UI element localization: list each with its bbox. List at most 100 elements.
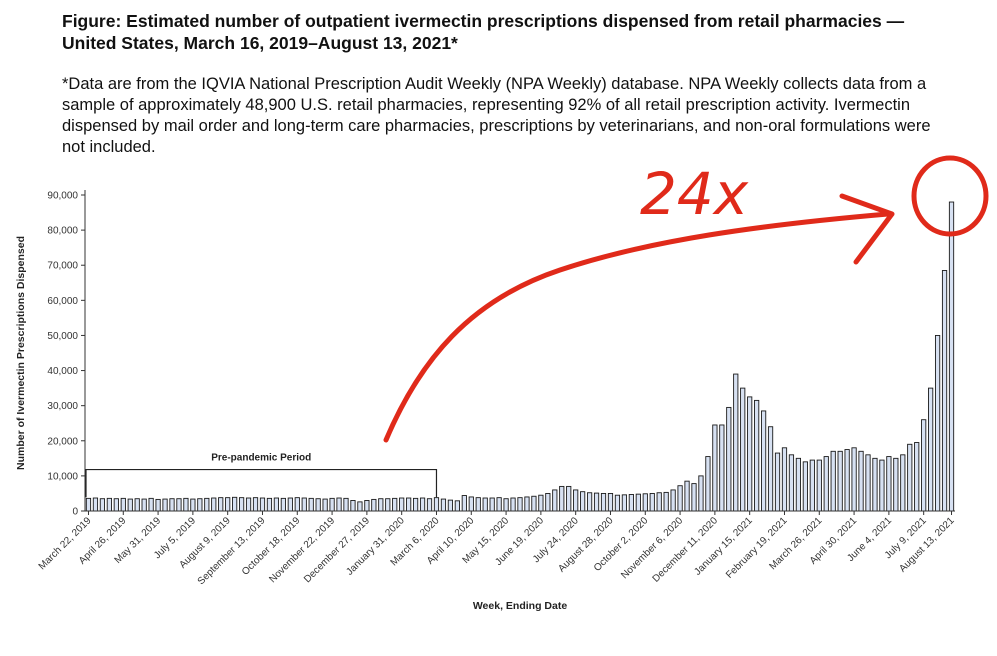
bar [503, 498, 509, 512]
x-tick-label: February 19, 2021 [724, 515, 790, 581]
bar [447, 499, 454, 512]
bar [573, 489, 579, 512]
bar [183, 497, 189, 512]
bar [642, 493, 648, 512]
bar [204, 497, 210, 512]
bar [677, 485, 683, 512]
bar [879, 459, 885, 512]
bar [705, 456, 711, 512]
bar [106, 497, 112, 512]
bar [308, 497, 314, 512]
bar [371, 498, 377, 512]
bar [392, 497, 398, 512]
bar [238, 497, 245, 512]
bar [593, 492, 600, 512]
bar [774, 452, 781, 512]
bar [712, 424, 718, 512]
bar [809, 459, 815, 512]
bar [586, 492, 593, 512]
bar [92, 497, 99, 512]
bar [823, 456, 829, 512]
bar [273, 497, 280, 512]
bar [287, 497, 293, 512]
bar [113, 498, 119, 512]
bar [406, 497, 412, 512]
bar [496, 497, 502, 512]
bar-series [85, 201, 955, 512]
x-tick-label: September 13, 2019 [196, 515, 268, 587]
bar [719, 424, 725, 512]
bar [419, 497, 426, 512]
bar [607, 492, 614, 512]
bar [754, 399, 760, 512]
bar [350, 500, 356, 512]
bar [99, 498, 106, 512]
bar [740, 387, 746, 512]
bar [134, 498, 140, 512]
bar [858, 450, 864, 512]
y-tick-label: 30,000 [47, 401, 78, 412]
bar [934, 334, 941, 512]
bar [482, 497, 488, 512]
y-tick-label: 10,000 [47, 471, 78, 482]
bar [600, 492, 607, 512]
bar [517, 497, 523, 512]
pre-pandemic-period-bracket: Pre-pandemic Period [85, 453, 438, 498]
bar [343, 497, 349, 512]
bar [468, 496, 474, 512]
bar [649, 492, 655, 512]
bar [921, 419, 927, 512]
annotation-arrowhead [839, 193, 895, 265]
bar [816, 459, 822, 512]
bar [412, 497, 419, 512]
bar [844, 449, 850, 512]
bar [176, 498, 182, 512]
y-axis-title: Number of Ivermectin Prescriptions Dispe… [15, 236, 27, 470]
bar [322, 498, 328, 512]
bar [733, 373, 739, 512]
bar [399, 497, 405, 512]
bar [148, 497, 154, 512]
bar [656, 492, 662, 512]
bar [190, 498, 196, 512]
bar [294, 497, 300, 512]
bar [197, 498, 203, 512]
bar [781, 447, 788, 512]
bar [663, 491, 669, 512]
bar [524, 496, 530, 512]
bar [85, 497, 92, 512]
red-handwritten-annotation: 24x [383, 155, 989, 443]
x-tick-label: December 27, 2019 [302, 515, 372, 585]
bar [747, 396, 753, 512]
bar [795, 457, 802, 512]
figure-title: Figure: Estimated number of outpatient i… [62, 11, 905, 53]
bar [914, 442, 920, 512]
bar [788, 454, 795, 512]
bar [232, 496, 238, 512]
bar [566, 485, 572, 512]
bar [900, 454, 906, 512]
y-tick-label: 20,000 [47, 436, 78, 447]
bar [211, 497, 217, 512]
annotation-arrow [383, 211, 891, 443]
bar [489, 497, 495, 512]
y-tick-label: 80,000 [47, 226, 78, 237]
bar [907, 443, 913, 512]
bar [635, 493, 641, 512]
figure-note: *Data are from the IQVIA National Prescr… [62, 75, 931, 156]
bar [120, 497, 126, 512]
bar [559, 485, 565, 512]
bar [670, 489, 676, 512]
bar [252, 497, 259, 512]
bar [301, 497, 307, 512]
bar [760, 410, 767, 512]
bar [580, 491, 586, 512]
bar [162, 498, 168, 512]
bar [614, 494, 621, 512]
bar [245, 497, 252, 512]
bar [893, 457, 899, 512]
annotation-24x-text: 24x [640, 160, 749, 228]
bar [329, 497, 335, 512]
bar [851, 447, 857, 512]
